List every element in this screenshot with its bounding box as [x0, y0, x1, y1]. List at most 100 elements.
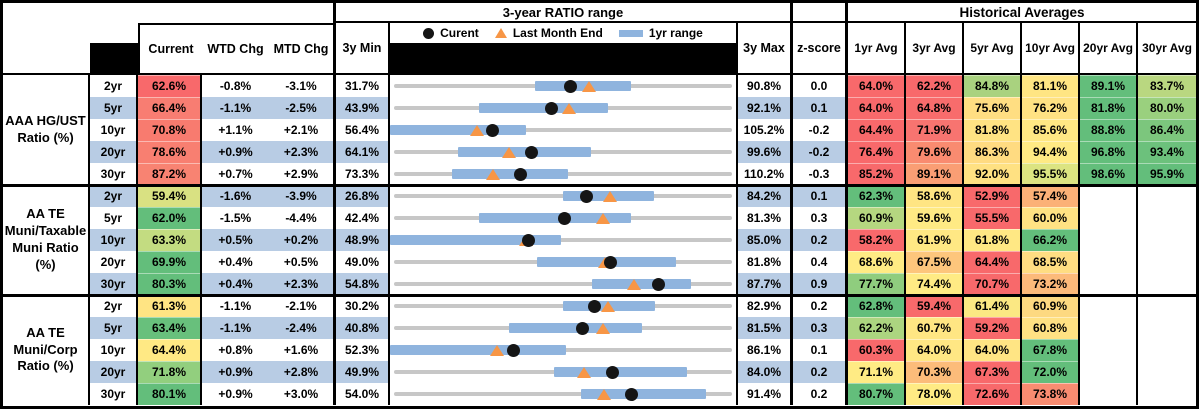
range-chart-cell: [390, 295, 736, 317]
current-cell: 59.4%: [138, 185, 202, 207]
max-3y-cell: 87.7%: [736, 273, 790, 295]
vertical-separator: [333, 383, 336, 405]
avg-cell: 85.6%: [1022, 119, 1080, 141]
current-cell: 66.4%: [138, 97, 202, 119]
avg-cell: 60.0%: [1022, 207, 1080, 229]
current-cell: 62.6%: [138, 75, 202, 97]
avg-cell-empty: [1080, 295, 1138, 317]
tenor-cell: 2yr: [90, 75, 138, 97]
one-year-range-bar: [478, 213, 632, 223]
avg-cell: 81.8%: [1080, 97, 1138, 119]
change-columns-header: Current WTD Chg MTD Chg: [138, 23, 333, 73]
vertical-separator: [333, 339, 336, 361]
current-value-marker: [564, 79, 578, 93]
avg-cell: 60.9%: [848, 207, 906, 229]
one-year-range-bar: [458, 147, 591, 157]
avg-cell: 78.0%: [906, 383, 964, 405]
table-row: 30yr 80.3% +0.4% +2.3% 54.8% 87.7% 0.9 77.7% 74.…: [90, 273, 1196, 295]
current-value-marker: [624, 387, 638, 401]
table-row: 2yr 59.4% -1.6% -3.9% 26.8% 84.2% 0.1 62.3% 58.6…: [90, 185, 1196, 207]
avg-cell-empty: [1080, 229, 1138, 251]
tenor-cell: 20yr: [90, 141, 138, 163]
table-row: 2yr 62.6% -0.8% -3.1% 31.7% 90.8% 0.0 64.0% 62.2…: [90, 75, 1196, 97]
tenor-header-black-cell: [90, 43, 138, 73]
avg-cell: 60.3%: [848, 339, 906, 361]
range-chart-cell: [390, 361, 736, 383]
max-column-header: 3y Max: [736, 23, 790, 73]
table-row: 10yr 70.8% +1.1% +2.1% 56.4% 105.2% -0.2 64.4% 7…: [90, 119, 1196, 141]
min-3y-cell: 73.3%: [336, 163, 390, 185]
wtd-chg-cell: +0.7%: [202, 163, 269, 185]
max-3y-cell: 110.2%: [736, 163, 790, 185]
avg-cell: 61.8%: [964, 229, 1022, 251]
table-row: 20yr 69.9% +0.4% +0.5% 49.0% 81.8% 0.4 68.6% 67.…: [90, 251, 1196, 273]
avg-cell: 77.7%: [848, 273, 906, 295]
zscore-cell: 0.2: [793, 295, 845, 317]
mtd-chg-cell: +3.0%: [269, 383, 333, 405]
zscore-cell: 0.2: [793, 383, 845, 405]
mtd-chg-cell: +2.8%: [269, 361, 333, 383]
table-header: Current WTD Chg MTD Chg 3-year RATIO ran…: [3, 3, 1196, 75]
wtd-chg-cell: +0.5%: [202, 229, 269, 251]
avg-cell: 64.0%: [848, 97, 906, 119]
max-3y-cell: 90.8%: [736, 75, 790, 97]
tenor-cell: 30yr: [90, 273, 138, 295]
last-month-end-marker: [596, 213, 611, 224]
min-3y-cell: 49.0%: [336, 251, 390, 273]
current-cell: 69.9%: [138, 251, 202, 273]
wtd-chg-cell: +1.1%: [202, 119, 269, 141]
current-value-marker: [524, 145, 538, 159]
range-track: [394, 304, 732, 308]
vertical-separator: [790, 141, 793, 163]
avg-cell: 70.3%: [906, 361, 964, 383]
current-value-marker: [605, 365, 619, 379]
avg-cell: 71.9%: [906, 119, 964, 141]
max-3y-cell: 81.8%: [736, 251, 790, 273]
avg-cell: 89.1%: [1080, 75, 1138, 97]
zscore-cell: 0.1: [793, 185, 845, 207]
wtd-chg-cell: -0.8%: [202, 75, 269, 97]
vertical-separator: [333, 3, 336, 73]
vertical-separator: [333, 317, 336, 339]
avg-cell: 75.6%: [964, 97, 1022, 119]
mtd-chg-cell: +2.3%: [269, 141, 333, 163]
mtd-chg-cell: +2.3%: [269, 273, 333, 295]
avg-cell: 85.2%: [848, 163, 906, 185]
mtd-chg-cell: +2.9%: [269, 163, 333, 185]
vertical-separator: [845, 295, 848, 317]
wtd-chg-cell: -1.1%: [202, 317, 269, 339]
mtd-chg-cell: +0.5%: [269, 251, 333, 273]
mtd-chg-cell: -2.4%: [269, 317, 333, 339]
avg-cell: 83.7%: [1138, 75, 1196, 97]
current-cell: 80.1%: [138, 383, 202, 405]
min-3y-cell: 52.3%: [336, 339, 390, 361]
avg-column-header-1yr: 1yr Avg: [848, 23, 906, 73]
vertical-separator: [845, 185, 848, 207]
vertical-separator: [845, 339, 848, 361]
avg-column-headers: 1yr Avg 3yr Avg 5yr Avg 10yr Avg 20yr Av…: [848, 23, 1196, 73]
one-year-range-bar: [451, 169, 569, 179]
avg-cell: 84.8%: [964, 75, 1022, 97]
legend-current-label: Curent: [440, 26, 479, 40]
current-cell: 70.8%: [138, 119, 202, 141]
wtd-chg-cell: -1.1%: [202, 295, 269, 317]
tenor-cell: 20yr: [90, 251, 138, 273]
current-value-marker: [521, 233, 535, 247]
current-value-marker: [603, 255, 617, 269]
vertical-separator: [333, 361, 336, 383]
tenor-cell: 30yr: [90, 383, 138, 405]
group-label: AA TE Muni/Corp Ratio (%): [3, 295, 90, 405]
wtd-chg-column-header: WTD Chg: [207, 42, 264, 56]
last-month-end-marker: [470, 125, 485, 136]
current-value-marker: [587, 299, 601, 313]
table-body: AAA HG/UST Ratio (%) 2yr 62.6% -0.8% -3.1% 31…: [3, 75, 1196, 406]
avg-cell: 58.6%: [906, 185, 964, 207]
mtd-chg-cell: +2.1%: [269, 119, 333, 141]
current-cell: 64.4%: [138, 339, 202, 361]
range-chart-cell: [390, 163, 736, 185]
wtd-chg-cell: +0.8%: [202, 339, 269, 361]
one-year-range-bar: [591, 279, 691, 289]
table-row: 10yr 63.3% +0.5% +0.2% 48.9% 85.0% 0.2 58.2% 61.…: [90, 229, 1196, 251]
vertical-separator: [845, 317, 848, 339]
avg-cell: 76.2%: [1022, 97, 1080, 119]
